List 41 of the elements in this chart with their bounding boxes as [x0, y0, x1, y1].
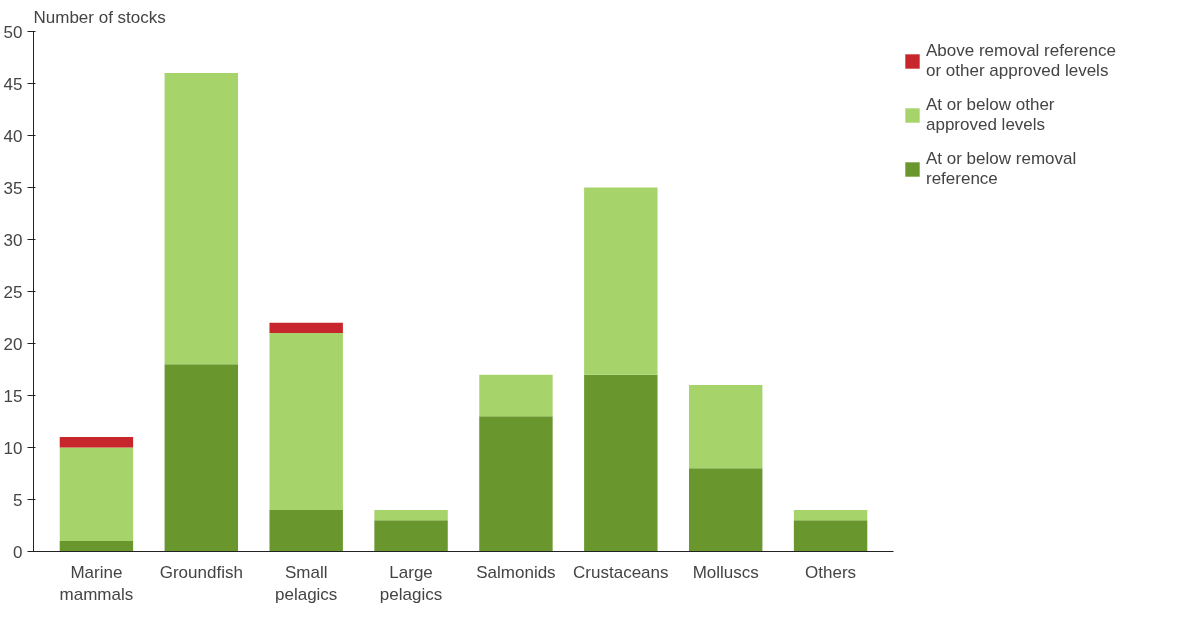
bar [688, 468, 763, 552]
x-tick-label: Crustaceans [573, 562, 669, 582]
y-tick-label: 5 [13, 490, 23, 510]
x-tick-label: Large pelagics [379, 562, 443, 605]
bar [374, 509, 448, 521]
bar [793, 520, 868, 552]
y-tick-label: 35 [3, 178, 23, 198]
legend-label: At or below removal reference [926, 149, 1077, 189]
bar [164, 73, 239, 365]
legend-label: Above removal reference or other approved levels [926, 41, 1116, 81]
y-tick-label: 15 [3, 386, 23, 406]
bar [164, 364, 239, 552]
x-tick-label: Groundfish [159, 562, 243, 582]
y-tick-label: 25 [3, 282, 23, 302]
legend-label: At or below other approved levels [926, 95, 1055, 135]
bar [479, 416, 553, 552]
bar [374, 520, 448, 552]
x-tick-label: Small pelagics [275, 562, 338, 605]
x-tick-label: Salmonids [476, 562, 556, 582]
y-tick-label: 40 [3, 126, 23, 146]
bar [688, 385, 763, 469]
x-tick-label: Molluscs [692, 562, 759, 582]
bar [269, 333, 343, 510]
y-tick-label: 50 [3, 22, 23, 42]
bar [59, 437, 134, 448]
bar [584, 187, 658, 375]
bar [59, 447, 134, 542]
x-tick-label: Marine mammals [59, 562, 134, 605]
y-tick-label: 10 [3, 438, 23, 458]
y-axis-title: Number of stocks [33, 7, 166, 27]
bar [269, 509, 343, 552]
y-tick-label: 20 [3, 334, 23, 354]
bar [793, 509, 868, 521]
bar [269, 322, 343, 334]
y-tick-label: 45 [3, 74, 23, 94]
bar [584, 374, 658, 552]
bar [59, 541, 134, 552]
bar [479, 374, 553, 417]
y-tick-label: 30 [3, 230, 23, 250]
x-tick-label: Others [805, 562, 857, 582]
y-tick-label: 0 [13, 542, 23, 562]
